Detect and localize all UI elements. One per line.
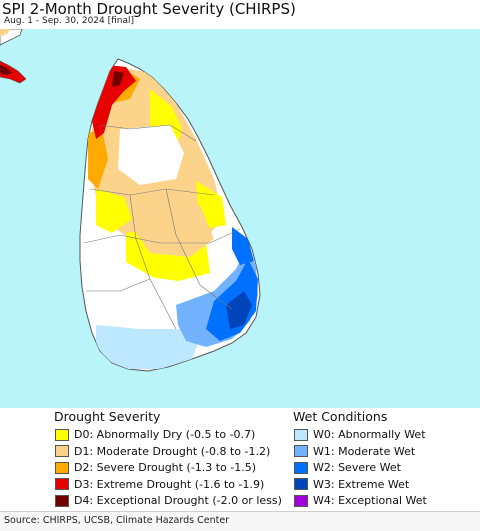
drought-swatch bbox=[55, 461, 69, 474]
wet-swatch bbox=[294, 461, 308, 474]
drought-legend-heading: Drought Severity bbox=[54, 409, 161, 424]
footer: Source: CHIRPS, UCSB, Climate Hazards Ce… bbox=[0, 511, 480, 531]
w0-region-south bbox=[96, 325, 200, 369]
wet-legend-item: W4: Exceptional Wet bbox=[294, 493, 427, 508]
wet-legend-label: W1: Moderate Wet bbox=[313, 444, 416, 458]
wet-legend-label: W4: Exceptional Wet bbox=[313, 494, 427, 507]
drought-legend-label: D4: Exceptional Drought (-2.0 or less) bbox=[74, 494, 282, 507]
drought-legend-label: D2: Severe Drought (-1.3 to -1.5) bbox=[74, 461, 257, 474]
drought-swatch bbox=[55, 494, 69, 507]
drought-map bbox=[0, 28, 480, 408]
wet-swatch bbox=[294, 478, 308, 490]
source-credit: Source: CHIRPS, UCSB, Climate Hazards Ce… bbox=[4, 515, 230, 526]
drought-swatch bbox=[55, 445, 69, 457]
drought-legend-item: D4: Exceptional Drought (-2.0 or less) bbox=[55, 493, 282, 508]
drought-legend-item: D3: Extreme Drought (-1.6 to -1.9) bbox=[55, 477, 264, 492]
drought-legend-label: D1: Moderate Drought (-0.8 to -1.2) bbox=[74, 444, 271, 458]
wet-swatch bbox=[294, 494, 308, 507]
wet-legend-label: W0: Abnormally Wet bbox=[313, 428, 426, 441]
india-tip-inner bbox=[0, 65, 12, 75]
wet-swatch bbox=[294, 445, 308, 457]
india-tip bbox=[0, 60, 27, 84]
d3-region-northwest bbox=[92, 65, 136, 139]
drought-swatch bbox=[55, 478, 69, 490]
india-drought-patch bbox=[0, 29, 10, 37]
drought-legend-item: D1: Moderate Drought (-0.8 to -1.2) bbox=[55, 444, 270, 459]
map-svg bbox=[0, 28, 261, 372]
province-boundaries bbox=[83, 124, 241, 330]
page-title: SPI 2-Month Drought Severity (CHIRPS) bbox=[2, 0, 296, 18]
d4-region-northwest bbox=[112, 71, 124, 87]
wet-legend-item: W0: Abnormally Wet bbox=[294, 427, 426, 442]
drought-legend-label: D3: Extreme Drought (-1.6 to -1.9) bbox=[74, 477, 265, 491]
wet-legend-item: W3: Extreme Wet bbox=[294, 477, 409, 492]
wet-legend-item: W1: Moderate Wet bbox=[294, 444, 415, 459]
w3-region-east bbox=[226, 291, 252, 329]
drought-swatch bbox=[55, 428, 69, 441]
normal-region-center bbox=[118, 125, 184, 185]
wet-swatch bbox=[294, 428, 308, 441]
date-range-subtitle: Aug. 1 - Sep. 30, 2024 [final] bbox=[4, 16, 135, 26]
drought-legend-item: D0: Abnormally Dry (-0.5 to -0.7) bbox=[55, 427, 255, 442]
d2-region-west bbox=[88, 129, 108, 189]
drought-legend-item: D2: Severe Drought (-1.3 to -1.5) bbox=[55, 460, 256, 475]
wet-legend-heading: Wet Conditions bbox=[293, 409, 388, 424]
drought-legend-label: D0: Abnormally Dry (-0.5 to -0.7) bbox=[74, 428, 256, 441]
wet-legend-label: W2: Severe Wet bbox=[313, 461, 401, 474]
wet-legend-label: W3: Extreme Wet bbox=[313, 477, 410, 491]
w2-region-northeast bbox=[232, 227, 254, 265]
wet-legend-item: W2: Severe Wet bbox=[294, 460, 401, 475]
d0-region-west bbox=[96, 189, 132, 233]
